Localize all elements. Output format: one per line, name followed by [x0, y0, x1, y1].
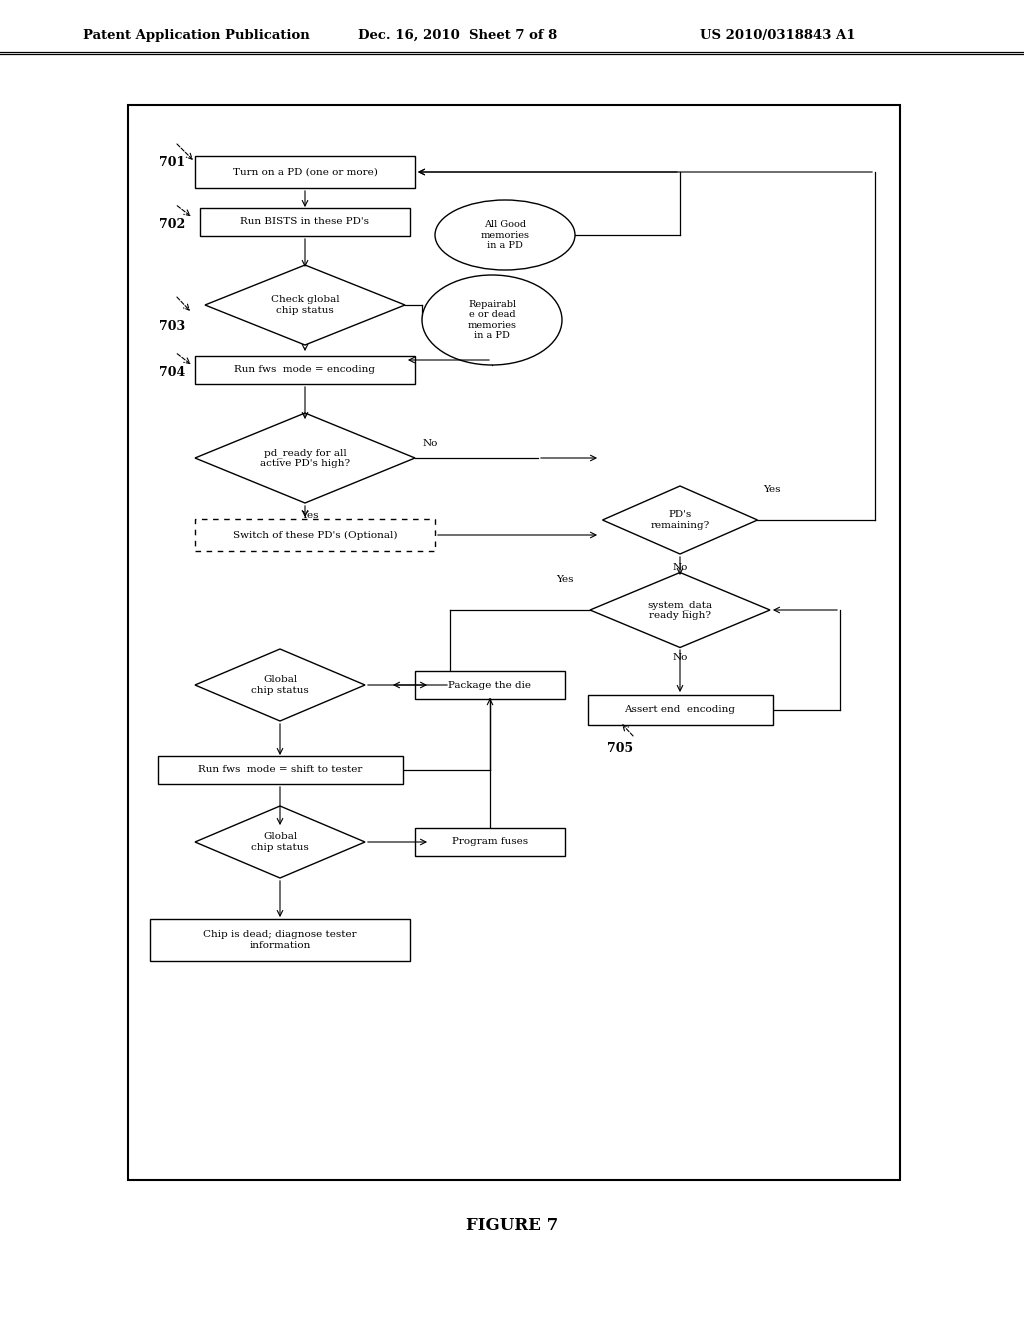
Polygon shape [602, 486, 758, 554]
Bar [195, 356, 415, 384]
Text: Package the die: Package the die [449, 681, 531, 689]
Text: Run fws  mode = shift to tester: Run fws mode = shift to tester [198, 766, 362, 775]
Polygon shape [195, 413, 415, 503]
Text: PD's
remaining?: PD's remaining? [650, 511, 710, 529]
Polygon shape [590, 573, 770, 648]
Ellipse shape [422, 275, 562, 366]
Text: 703: 703 [159, 321, 185, 334]
Bar [195, 519, 435, 550]
Text: No: No [673, 564, 688, 573]
Text: Dec. 16, 2010  Sheet 7 of 8: Dec. 16, 2010 Sheet 7 of 8 [358, 29, 557, 41]
Text: Run fws  mode = encoding: Run fws mode = encoding [234, 366, 376, 375]
Text: FIGURE 7: FIGURE 7 [466, 1217, 558, 1233]
Text: 704: 704 [159, 366, 185, 379]
Text: Chip is dead; diagnose tester
information: Chip is dead; diagnose tester informatio… [203, 931, 356, 949]
Text: No: No [673, 653, 688, 663]
Bar [415, 828, 565, 855]
Text: US 2010/0318843 A1: US 2010/0318843 A1 [700, 29, 855, 41]
Text: Switch of these PD's (Optional): Switch of these PD's (Optional) [232, 531, 397, 540]
Text: Program fuses: Program fuses [452, 837, 528, 846]
Text: Patent Application Publication: Patent Application Publication [83, 29, 309, 41]
Text: 701: 701 [159, 156, 185, 169]
Text: Yes: Yes [301, 511, 318, 520]
Bar [195, 156, 415, 187]
Text: Turn on a PD (one or more): Turn on a PD (one or more) [232, 168, 378, 177]
Polygon shape [195, 649, 365, 721]
Text: Yes: Yes [763, 486, 780, 495]
Bar [158, 756, 402, 784]
Bar [200, 209, 410, 236]
Polygon shape [205, 265, 406, 345]
Bar [415, 671, 565, 700]
Text: Assert end  encoding: Assert end encoding [625, 705, 735, 714]
Polygon shape [195, 807, 365, 878]
Text: system_data
ready high?: system_data ready high? [647, 601, 713, 620]
Text: Check global
chip status: Check global chip status [270, 296, 339, 314]
Text: No: No [422, 440, 437, 449]
Text: Repairabl
e or dead
memories
in a PD: Repairabl e or dead memories in a PD [468, 300, 516, 341]
Text: Run BISTS in these PD's: Run BISTS in these PD's [241, 218, 370, 227]
Text: 705: 705 [607, 742, 633, 755]
Bar [128, 106, 900, 1180]
Text: Yes: Yes [556, 576, 573, 585]
Text: Global
chip status: Global chip status [251, 833, 309, 851]
Text: Global
chip status: Global chip status [251, 676, 309, 694]
Text: All Good
memories
in a PD: All Good memories in a PD [480, 220, 529, 249]
Text: 702: 702 [159, 218, 185, 231]
Bar [150, 919, 410, 961]
Bar [588, 696, 772, 725]
Text: pd_ready for all
active PD's high?: pd_ready for all active PD's high? [260, 447, 350, 469]
Ellipse shape [435, 201, 575, 271]
